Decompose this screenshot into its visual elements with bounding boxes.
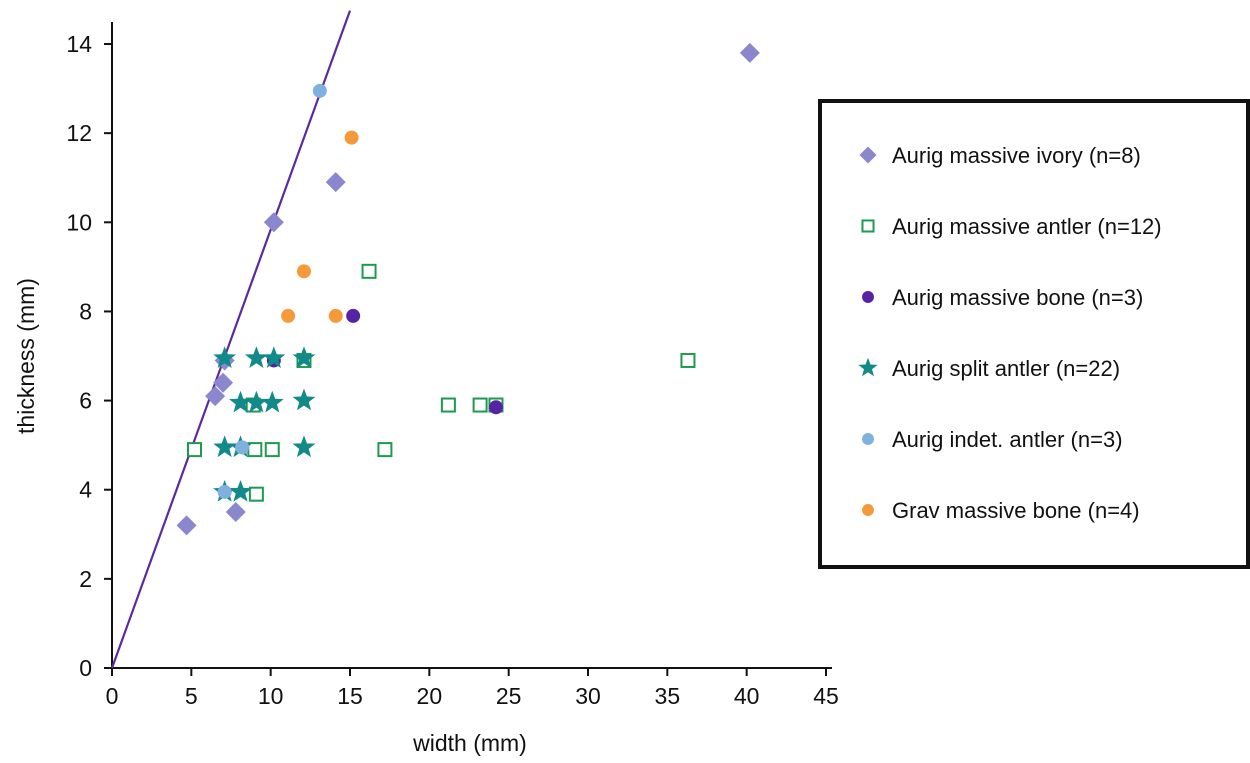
legend-box	[818, 99, 1250, 569]
y-tick-label: 2	[79, 566, 92, 592]
legend-label: Aurig massive antler (n=12)	[892, 214, 1162, 239]
data-point	[346, 308, 361, 323]
data-point	[312, 83, 327, 98]
legend-marker	[858, 357, 878, 377]
data-point	[244, 346, 268, 368]
data-point	[187, 442, 203, 458]
data-point	[680, 352, 696, 368]
legend-marker	[862, 504, 874, 516]
x-tick-label: 35	[655, 683, 681, 709]
legend-marker	[861, 219, 875, 233]
y-tick-label: 4	[79, 477, 92, 503]
data-point	[244, 390, 268, 413]
legend-marker	[862, 433, 874, 445]
data-point	[440, 397, 456, 413]
series-5	[281, 130, 359, 323]
data-point	[263, 212, 284, 233]
legend-label: Aurig split antler (n=22)	[892, 356, 1120, 381]
x-tick-label: 25	[496, 683, 522, 709]
plot-area: 0 5 10 15 20 25 30 35 40 45 0 2 4 6 8 10 12 14	[66, 10, 839, 709]
data-point	[292, 346, 316, 368]
data-point	[235, 440, 250, 455]
series-0	[176, 42, 760, 536]
y-tick-label: 6	[79, 388, 92, 414]
x-tick-label: 30	[575, 683, 601, 709]
y-axis-title: thickness (mm)	[13, 278, 39, 434]
data-point	[472, 397, 488, 413]
reference-line	[110, 10, 352, 669]
legend-label: Aurig massive ivory (n=8)	[892, 143, 1141, 168]
data-point	[213, 346, 237, 368]
data-point	[292, 388, 316, 411]
series-3	[213, 346, 316, 502]
y-tick-label: 12	[66, 120, 92, 146]
data-point	[361, 263, 377, 279]
legend-marker	[862, 291, 874, 303]
data-point	[264, 442, 280, 458]
data-point	[213, 372, 234, 393]
data-point	[262, 346, 286, 368]
data-point	[205, 386, 226, 407]
x-tick-label: 10	[258, 683, 284, 709]
data-point	[739, 42, 760, 63]
legend-label: Grav massive bone (n=4)	[892, 498, 1140, 523]
x-tick-label: 0	[106, 683, 119, 709]
y-tick-label: 14	[66, 31, 92, 57]
series-1	[187, 263, 696, 502]
data-point	[247, 442, 263, 458]
legend-label: Aurig massive bone (n=3)	[892, 285, 1143, 310]
data-point	[176, 515, 197, 536]
data-point	[488, 400, 503, 415]
y-tick-label: 0	[79, 655, 92, 681]
x-tick-label: 15	[337, 683, 363, 709]
x-tick-label: 40	[734, 683, 760, 709]
x-tick-label: 5	[185, 683, 198, 709]
x-axis-title: width (mm)	[412, 730, 527, 756]
data-point	[292, 435, 316, 458]
x-tick-label: 20	[417, 683, 443, 709]
data-point	[377, 442, 393, 458]
legend-marker	[859, 146, 877, 164]
data-point	[281, 308, 296, 323]
legend: Aurig massive ivory (n=8) Aurig massive a…	[818, 99, 1250, 569]
data-point	[229, 390, 252, 413]
data-point	[328, 308, 343, 323]
data-point	[248, 486, 264, 502]
data-point	[213, 435, 237, 458]
x-tick-label: 45	[813, 683, 839, 709]
data-point	[344, 130, 359, 145]
legend-label: Aurig indet. antler (n=3)	[892, 427, 1123, 452]
data-point	[296, 264, 311, 279]
data-point	[260, 390, 284, 413]
y-tick-label: 8	[79, 298, 92, 324]
series-4	[217, 83, 327, 499]
data-point	[217, 484, 232, 499]
y-tick-label: 10	[66, 209, 92, 235]
data-point	[225, 502, 246, 523]
data-point	[325, 172, 346, 193]
data-point	[229, 479, 252, 502]
